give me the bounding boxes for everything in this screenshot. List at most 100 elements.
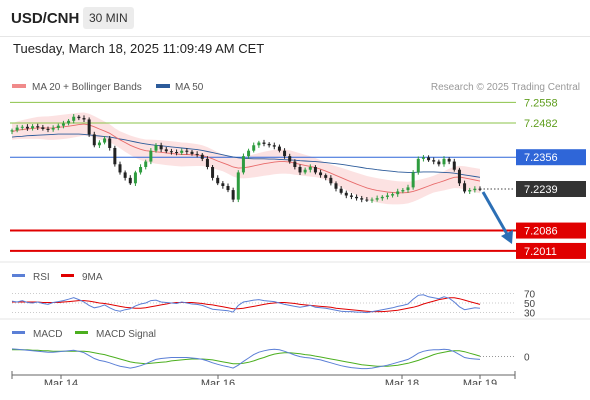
level-label-target: 7.2086 [524,226,558,238]
candle-body [36,126,40,128]
price-panel: MA 20 + Bollinger Bands MA 50 Research © 2… [10,82,586,259]
candle-body [128,177,132,184]
candle-body [303,169,307,173]
forecast-arrow-head [501,230,513,245]
legend-label-ma20: MA 20 + Bollinger Bands [32,82,142,93]
candle-body [190,151,194,154]
candle-body [231,190,235,200]
level-tag-target [516,222,586,239]
candle-body [205,158,209,167]
candle-body [87,119,91,135]
candle-body [164,149,168,152]
candle-body [118,164,122,173]
candle-body [391,194,395,196]
candle-body [324,175,328,178]
candle-body [200,154,204,159]
candle-body [468,190,472,192]
candle-body [319,172,323,176]
candle-body [41,127,45,129]
candle-body [216,177,220,184]
candle-body [432,160,436,162]
candle-body [169,151,173,153]
candle-body [113,147,117,165]
candle-body [365,199,369,201]
candle-body [427,157,431,161]
macd-zero-label: 0 [524,353,530,364]
candle-body [452,161,456,170]
candle-body [385,195,389,197]
legend-swatch-ma50 [156,84,170,88]
legend-label-signal: MACD Signal [96,329,156,340]
candle-body [360,198,364,200]
legend-swatch-ma20 [12,84,26,88]
candle-body [293,161,297,167]
candle-body [154,145,158,151]
legend-label-ma50: MA 50 [175,82,204,93]
candle-body [67,120,71,124]
legend-swatch-9ma [61,274,74,277]
rsi-tick-label: 30 [524,309,536,320]
rsi-ma-line [12,297,481,313]
candle-body [97,142,101,146]
candle-body [339,188,343,193]
candle-body [236,172,240,200]
candle-body [457,169,461,184]
level-label-resistance: 7.2482 [524,118,558,130]
candle-body [241,156,245,173]
candle-body [15,127,19,131]
macd-panel: MACD MACD Signal 0 [0,318,590,370]
candle-body [77,116,81,119]
candle-body [344,192,348,196]
candle-body [123,172,127,178]
legend-swatch-macd [12,331,25,334]
candle-body [437,161,441,165]
candle-body [267,143,271,146]
candle-body [108,138,112,148]
candle-body [463,183,467,192]
candle-body [180,150,184,153]
time-axis-label: Mar 14 [44,378,78,385]
candle-body [56,125,60,128]
level-tag-pivot [516,149,586,166]
candle-body [313,166,317,173]
chart-area: MA 20 + Bollinger Bands MA 50 Research © 2… [0,65,590,385]
time-axis-label: Mar 19 [463,378,497,385]
time-axis-label: Mar 16 [201,378,235,385]
candle-body [478,188,482,190]
legend-swatch-rsi [12,274,25,277]
candle-body [61,123,65,126]
candle-body [421,157,425,159]
candle-body [195,153,199,155]
candle-body [272,145,276,147]
candle-body [380,196,384,199]
ma50-line [11,133,481,178]
candle-body [139,166,143,173]
candle-body [349,195,353,197]
candle-body [31,126,35,129]
chart-svg: MA 20 + Bollinger Bands MA 50 Research © 2… [0,82,590,385]
time-axis-label: Mar 18 [385,378,419,385]
candle-body [406,187,410,191]
candle-body [283,150,287,157]
candle-body [149,150,153,162]
candle-body [92,134,96,146]
candle-body [334,183,338,189]
level-tag-last [516,180,586,197]
candle-body [10,130,14,132]
candle-body [257,142,261,146]
candle-body [82,118,86,120]
candle-body [133,172,137,184]
candle-body [144,161,148,167]
candle-body [211,166,215,178]
candle-body [298,166,302,173]
candle-body [103,138,107,143]
candle-body [252,145,256,151]
interval-badge[interactable]: 30 MIN [83,7,134,29]
candle-body [72,116,76,121]
candle-body [25,126,29,129]
rsi-line [11,294,481,314]
candle-body [447,158,451,162]
level-label-resistance: 7.2558 [524,97,558,109]
timestamp: Tuesday, March 18, 2025 11:09:49 AM CET [13,41,265,56]
